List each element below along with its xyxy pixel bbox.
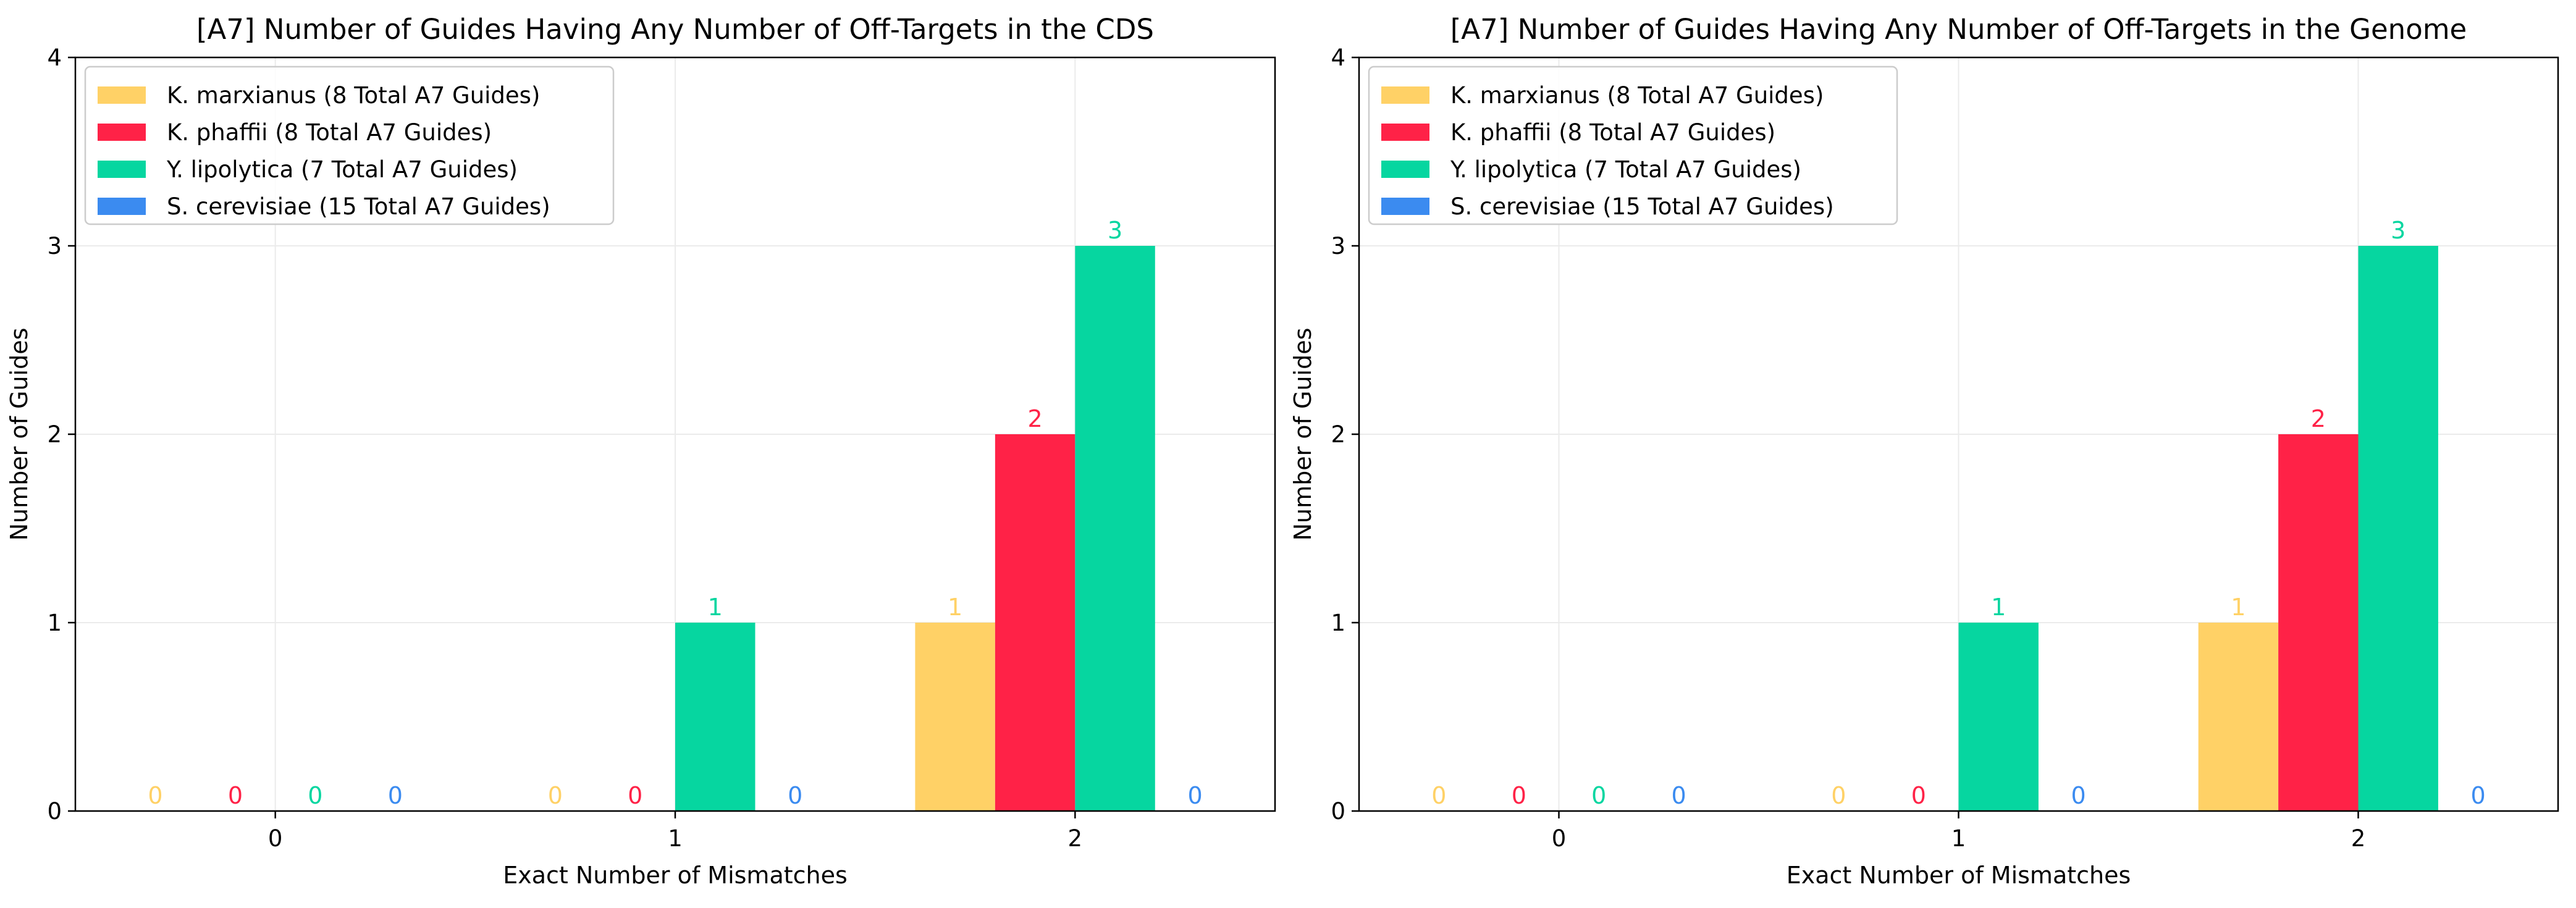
data-label: 3	[1108, 217, 1122, 244]
y-tick-label: 3	[47, 233, 62, 259]
bar	[2358, 246, 2438, 811]
legend-entry: K. marxianus (8 Total A7 Guides)	[1450, 82, 1824, 109]
x-axis-label: Exact Number of Mismatches	[1787, 862, 2131, 889]
x-tick-label: 2	[2351, 825, 2366, 852]
legend: K. marxianus (8 Total A7 Guides) K. phaff…	[84, 65, 615, 225]
data-label: 1	[1991, 594, 2006, 621]
x-axis-label: Exact Number of Mismatches	[503, 862, 848, 889]
y-axis-label: Number of Guides	[6, 328, 33, 541]
data-label: 3	[2391, 217, 2406, 244]
chart-title: [A7] Number of Guides Having Any Number …	[196, 13, 1154, 46]
bar	[2278, 434, 2359, 811]
legend-swatch	[98, 124, 146, 141]
data-label: 0	[1831, 782, 1846, 809]
y-tick-label: 2	[1331, 421, 1345, 448]
data-label: 0	[788, 782, 802, 809]
series-1: 0 0 1	[1431, 594, 2279, 811]
data-label: 0	[148, 782, 162, 809]
legend-swatch	[98, 161, 146, 178]
legend-swatch	[1381, 86, 1429, 104]
bar	[995, 434, 1075, 811]
y-tick-label: 2	[47, 421, 62, 448]
x-tick-label: 1	[668, 825, 683, 852]
series-2: 0 0 2	[228, 405, 1075, 811]
data-label: 0	[2471, 782, 2486, 809]
y-axis-label: Number of Guides	[1289, 328, 1316, 541]
legend-swatch	[1381, 124, 1429, 141]
bar	[1958, 623, 2039, 811]
legend-entry: Y. lipolytica (7 Total A7 Guides)	[166, 156, 518, 183]
chart-title: [A7] Number of Guides Having Any Number …	[1450, 13, 2467, 46]
data-label: 0	[548, 782, 563, 809]
x-tick-label: 1	[1951, 825, 1966, 852]
data-label: 0	[1512, 782, 1526, 809]
y-tick-label: 1	[1331, 610, 1345, 636]
bar	[675, 623, 756, 811]
series-3: 0 1 3	[1591, 217, 2438, 811]
x-tick-label: 2	[1068, 825, 1083, 852]
legend-box	[84, 65, 615, 225]
y-tick-label: 4	[47, 44, 62, 71]
data-label: 1	[948, 594, 962, 621]
data-label: 0	[1911, 782, 1926, 809]
legend-entry: S. cerevisiae (15 Total A7 Guides)	[1450, 193, 1834, 220]
data-label: 0	[388, 782, 403, 809]
y-tick-label: 0	[47, 798, 62, 825]
series-2: 0 0 2	[1512, 405, 2359, 811]
data-label: 0	[2071, 782, 2086, 809]
legend-entry: S. cerevisiae (15 Total A7 Guides)	[167, 193, 550, 220]
data-label: 0	[1672, 782, 1686, 809]
x-tick-label: 0	[1552, 825, 1567, 852]
data-label: 0	[1431, 782, 1446, 809]
legend-swatch	[98, 198, 146, 215]
series-3: 0 1 3	[308, 217, 1155, 811]
data-label: 0	[1591, 782, 1606, 809]
data-label: 0	[228, 782, 243, 809]
legend-swatch	[1381, 161, 1429, 178]
y-tick-label: 3	[1331, 233, 1345, 259]
legend-entry: K. marxianus (8 Total A7 Guides)	[167, 82, 540, 109]
data-label: 0	[1187, 782, 1202, 809]
y-tick-label: 0	[1331, 798, 1345, 825]
data-label: 2	[2311, 405, 2326, 432]
legend-swatch	[1381, 198, 1429, 215]
data-label: 1	[2231, 594, 2246, 621]
bar	[915, 623, 995, 811]
legend-box	[1368, 65, 1898, 225]
data-label: 0	[308, 782, 322, 809]
legend-swatch	[98, 86, 146, 104]
x-tick-label: 0	[268, 825, 283, 852]
legend: K. marxianus (8 Total A7 Guides) K. phaff…	[1368, 65, 1898, 225]
y-tick-label: 1	[47, 610, 62, 636]
y-tick-label: 4	[1331, 44, 1345, 71]
series-4: 0 0 0	[1672, 782, 2486, 809]
series-1: 0 0 1	[148, 594, 995, 811]
bar	[1075, 246, 1155, 811]
data-label: 0	[628, 782, 642, 809]
data-label: 1	[708, 594, 723, 621]
legend-entry: K. phaffii (8 Total A7 Guides)	[167, 119, 492, 146]
data-label: 2	[1028, 405, 1043, 432]
legend-entry: Y. lipolytica (7 Total A7 Guides)	[1450, 156, 1801, 183]
series-4: 0 0 0	[388, 782, 1203, 809]
bar	[2198, 623, 2279, 811]
legend-entry: K. phaffii (8 Total A7 Guides)	[1450, 119, 1775, 146]
